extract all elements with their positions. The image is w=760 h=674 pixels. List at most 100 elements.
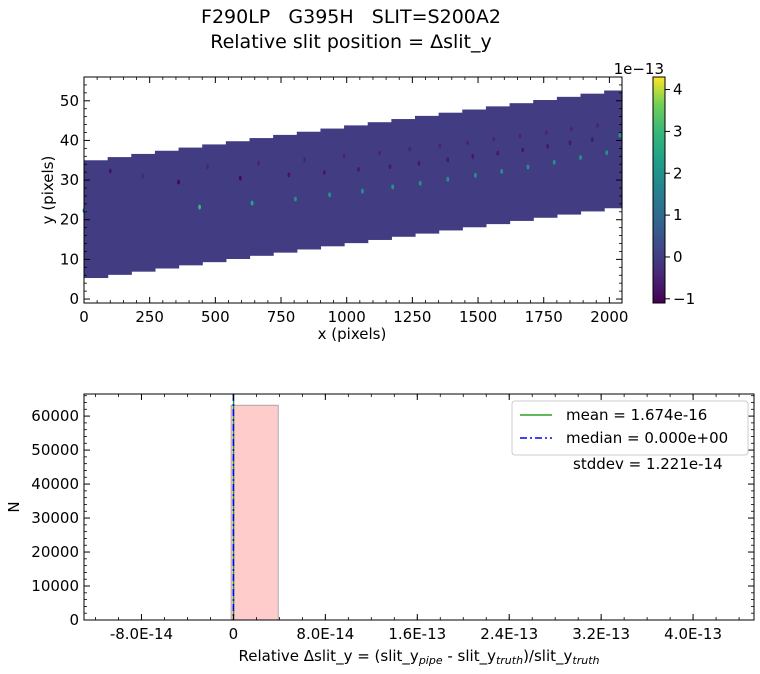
heatmap-feature: [605, 150, 609, 156]
y-tick-label: 60000: [31, 407, 79, 425]
x-tick-label: 500: [201, 308, 230, 326]
heatmap-feature: [391, 184, 395, 190]
heatmap-feature: [303, 157, 307, 163]
colorbar: [652, 76, 666, 304]
stddev-annotation: stddev = 1.221e-14: [573, 455, 723, 473]
x-tick-label: 4.0E-13: [664, 625, 722, 643]
histogram-y-ticks: 0 10000 20000 30000 40000 50000 60000: [31, 395, 754, 629]
trace-segment: [414, 115, 440, 234]
x-tick-label: 750: [267, 308, 296, 326]
heatmap-feature: [328, 192, 332, 198]
xlabel-part3: )/slit_y: [523, 647, 572, 666]
x-tick-label: 1250: [393, 308, 431, 326]
y-tick-label: 50000: [31, 441, 79, 459]
heatmap-feature: [177, 179, 180, 185]
heatmap-feature: [518, 133, 522, 139]
heatmap-feature: [388, 164, 392, 170]
colorbar-tick-label: 0: [673, 248, 683, 266]
heatmap-feature: [492, 136, 496, 142]
trace-segment: [485, 106, 511, 225]
heatmap-feature: [618, 132, 622, 138]
figure-title-line1: F290LP G395H SLIT=S200A2: [201, 6, 501, 28]
heatmap-feature: [546, 143, 550, 149]
trace-segment: [154, 150, 180, 269]
heatmap-feature: [294, 196, 297, 202]
heatmap-feature: [569, 126, 573, 132]
trace-segment: [249, 138, 274, 256]
x-tick-label: 0: [79, 308, 89, 326]
histogram-frame: [83, 393, 755, 621]
heatmap-feature: [474, 172, 477, 178]
heatmap-feature: [108, 168, 112, 174]
y-tick-label: 10: [60, 250, 79, 268]
heatmap-feature: [238, 175, 242, 181]
colorbar-offset-label: 1e−13: [614, 60, 664, 78]
y-tick-label: 10000: [31, 577, 79, 595]
heatmap-feature: [526, 164, 530, 170]
heatmap-feature: [418, 180, 422, 186]
heatmap-feature: [471, 153, 475, 159]
heatmap-feature: [287, 172, 291, 178]
trace-segment: [438, 112, 463, 231]
xlabel-part1: Relative Δslit_y = (slit_y: [239, 647, 419, 666]
y-tick-label: 50: [60, 92, 79, 110]
histogram-bars: [230, 404, 279, 621]
figure-title-line2: Relative slit position = Δslit_y: [210, 31, 492, 53]
x-tick-label: 1000: [328, 308, 366, 326]
colorbar-tick-label: 3: [673, 122, 683, 140]
x-tick-label: 3.2E-13: [572, 625, 630, 643]
heatmap-ylabel: y (pixels): [39, 156, 57, 225]
colorbar-tick-label: 1: [673, 206, 683, 224]
histogram-xlabel: Relative Δslit_y = (slit_ypipe - slit_yt…: [239, 647, 600, 667]
xlabel-sub-truth2: truth: [572, 654, 599, 667]
y-tick-label: 30: [60, 171, 79, 189]
heatmap-feature: [552, 159, 556, 165]
trace-segment: [225, 141, 251, 259]
heatmap-feature: [357, 166, 360, 172]
heatmap-features: [82, 122, 622, 214]
heatmap-feature: [408, 146, 412, 152]
trace-segment: [391, 119, 416, 237]
trace-segment: [604, 90, 623, 209]
heatmap-feature: [544, 130, 548, 135]
trace-segment: [107, 157, 132, 275]
y-tick-label: 20: [60, 211, 79, 229]
heatmap-feature: [438, 143, 442, 149]
heatmap-feature: [322, 170, 326, 175]
trace-segment: [509, 103, 534, 221]
xlabel-part2: - slit_y: [443, 647, 496, 666]
heatmap-feature: [257, 161, 261, 166]
trace-segment: [296, 131, 322, 250]
trace-segment: [320, 128, 345, 247]
colorbar-tick-label: 2: [673, 164, 683, 182]
heatmap-feature: [500, 168, 504, 174]
x-tick-label: 0: [229, 625, 239, 643]
colorbar-tick-label: −1: [673, 290, 695, 308]
heatmap-feature: [466, 140, 469, 146]
trace-segment: [556, 96, 582, 215]
xlabel-sub-truth1: truth: [496, 654, 523, 667]
trace-segment: [580, 93, 605, 212]
heatmap-feature: [141, 173, 145, 179]
trace-segment: [462, 109, 487, 228]
x-tick-label: 1500: [459, 308, 497, 326]
heatmap-feature: [378, 150, 381, 156]
trace-segment: [202, 144, 227, 263]
x-tick-label: -8.0E-14: [110, 625, 173, 643]
histogram-x-ticks: -8.0E-14 0 8.0E-14 1.6E-13 2.4E-13 3.2E-13 4.0…: [95, 394, 740, 643]
y-tick-label: 30000: [31, 509, 79, 527]
heatmap-feature: [206, 164, 209, 170]
trace-segment: [131, 153, 156, 272]
heatmap-feature: [446, 157, 450, 163]
heatmap-trace: [84, 90, 623, 279]
heatmap-feature: [579, 155, 582, 160]
x-tick-label: 1750: [525, 308, 563, 326]
y-tick-label: 40: [60, 131, 79, 149]
heatmap-feature: [446, 176, 450, 182]
heatmap-feature: [250, 200, 254, 206]
trace-segment: [367, 122, 392, 240]
heatmap-feature: [590, 137, 594, 143]
legend-box: [511, 400, 749, 456]
legend-mean-label: mean = 1.674e-16: [566, 406, 707, 424]
